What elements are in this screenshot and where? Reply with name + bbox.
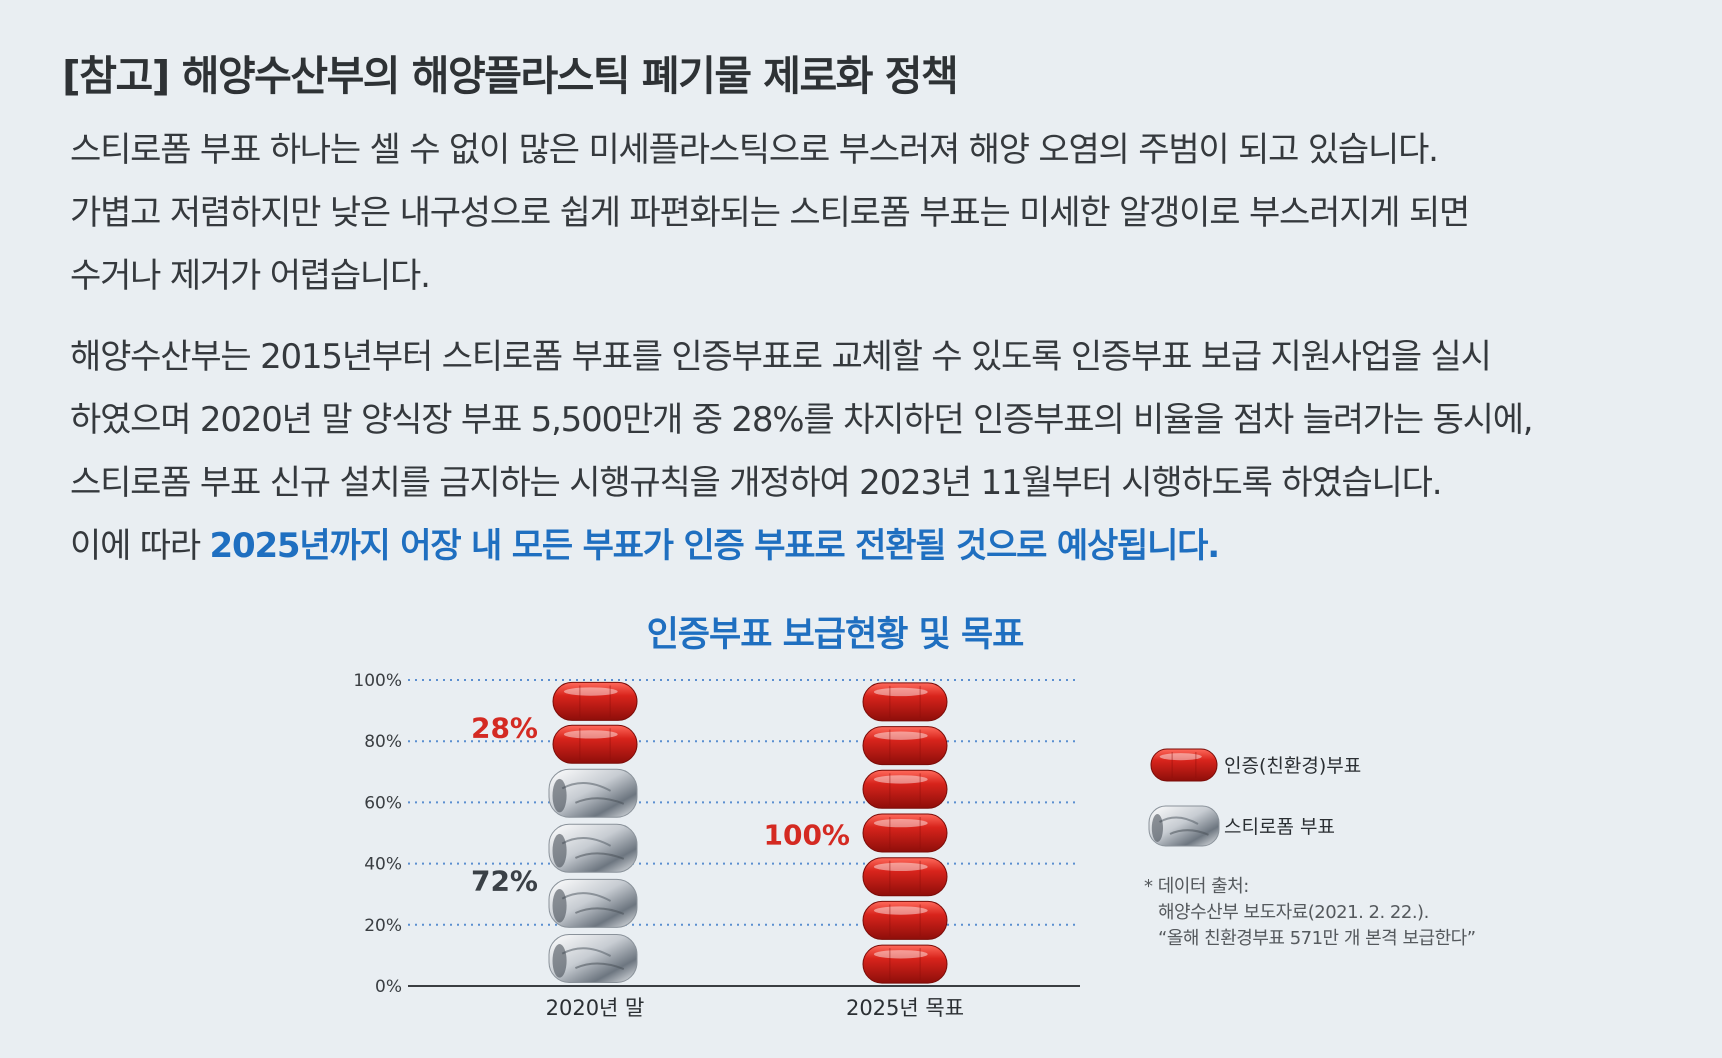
y-tick-label: 20% [364, 916, 402, 936]
source-line: “올해 친환경부표 571만 개 본격 보급한다” [1158, 928, 1476, 949]
policy-line: 하였으며 2020년 말 양식장 부표 5,500만개 중 28%를 차지하던 … [70, 400, 1534, 440]
data-label: 72% [471, 864, 538, 897]
y-tick-label: 80% [364, 732, 402, 752]
data-label: 28% [471, 711, 538, 744]
conclusion-highlight: 2025년까지 어장 내 모든 부표가 인증 부표로 전환될 것으로 예상됩니다… [209, 526, 1221, 566]
certified-buoy-mark [862, 682, 948, 722]
certified-buoy-mark [862, 813, 948, 853]
legend-label: 스티로폼 부표 [1224, 816, 1335, 838]
page-heading: [참고] 해양수산부의 해양플라스틱 폐기물 제로화 정책 [62, 52, 959, 100]
legend-item: 스티로폼 부표 [1148, 805, 1335, 847]
intro-line: 가볍고 저렴하지만 낮은 내구성으로 쉽게 파편화되는 스티로폼 부표는 미세한… [70, 193, 1470, 233]
styrofoam-buoy-mark [548, 933, 638, 983]
y-tick-label: 100% [353, 671, 402, 691]
y-tick-label: 60% [364, 793, 402, 813]
policy-line: 스티로폼 부표 신규 설치를 금지하는 시행규칙을 개정하여 2023년 11월… [70, 463, 1443, 503]
chart-title: 인증부표 보급현황 및 목표 [646, 615, 1025, 655]
certified-buoy-mark [862, 944, 948, 984]
data-label: 100% [763, 819, 850, 852]
legend-styrofoam-swatch [1148, 805, 1220, 847]
policy-conclusion-line: 이에 따라 2025년까지 어장 내 모든 부표가 인증 부표로 전환될 것으로… [70, 515, 1532, 578]
data-source-note: * 데이터 출처: 해양수산부 보도자료(2021. 2. 22.). “올해 … [1144, 874, 1476, 952]
x-tick-label: 2020년 말 [546, 996, 645, 1020]
y-tick-label: 40% [364, 855, 402, 875]
certified-buoy-mark [862, 857, 948, 897]
legend-label: 인증(친환경)부표 [1224, 755, 1361, 777]
source-label: * 데이터 출처: [1144, 876, 1249, 897]
certified-buoy-mark [862, 726, 948, 766]
styrofoam-buoy-mark [548, 878, 638, 928]
intro-line: 스티로폼 부표 하나는 셀 수 없이 많은 미세플라스틱으로 부스러져 해양 오… [70, 130, 1439, 170]
legend-item: 인증(친환경)부표 [1150, 748, 1361, 782]
x-tick-label: 2025년 목표 [846, 996, 964, 1020]
intro-paragraph: 스티로폼 부표 하나는 셀 수 없이 많은 미세플라스틱으로 부스러져 해양 오… [70, 119, 1470, 308]
policy-paragraph: 해양수산부는 2015년부터 스티로폼 부표를 인증부표로 교체할 수 있도록 … [70, 326, 1534, 578]
certified-buoy-mark [552, 681, 638, 721]
legend-certified-swatch [1150, 748, 1218, 782]
policy-line: 해양수산부는 2015년부터 스티로폼 부표를 인증부표로 교체할 수 있도록 … [70, 337, 1492, 377]
source-line: 해양수산부 보도자료(2021. 2. 22.). [1158, 902, 1429, 923]
styrofoam-buoy-mark [548, 823, 638, 873]
y-tick-label: 0% [375, 977, 402, 997]
certified-buoy-mark [862, 900, 948, 940]
intro-line: 수거나 제거가 어렵습니다. [70, 256, 431, 296]
conclusion-prefix: 이에 따라 [70, 526, 210, 566]
styrofoam-buoy-mark [548, 768, 638, 818]
certified-buoy-mark [862, 769, 948, 809]
certified-buoy-mark [552, 724, 638, 764]
